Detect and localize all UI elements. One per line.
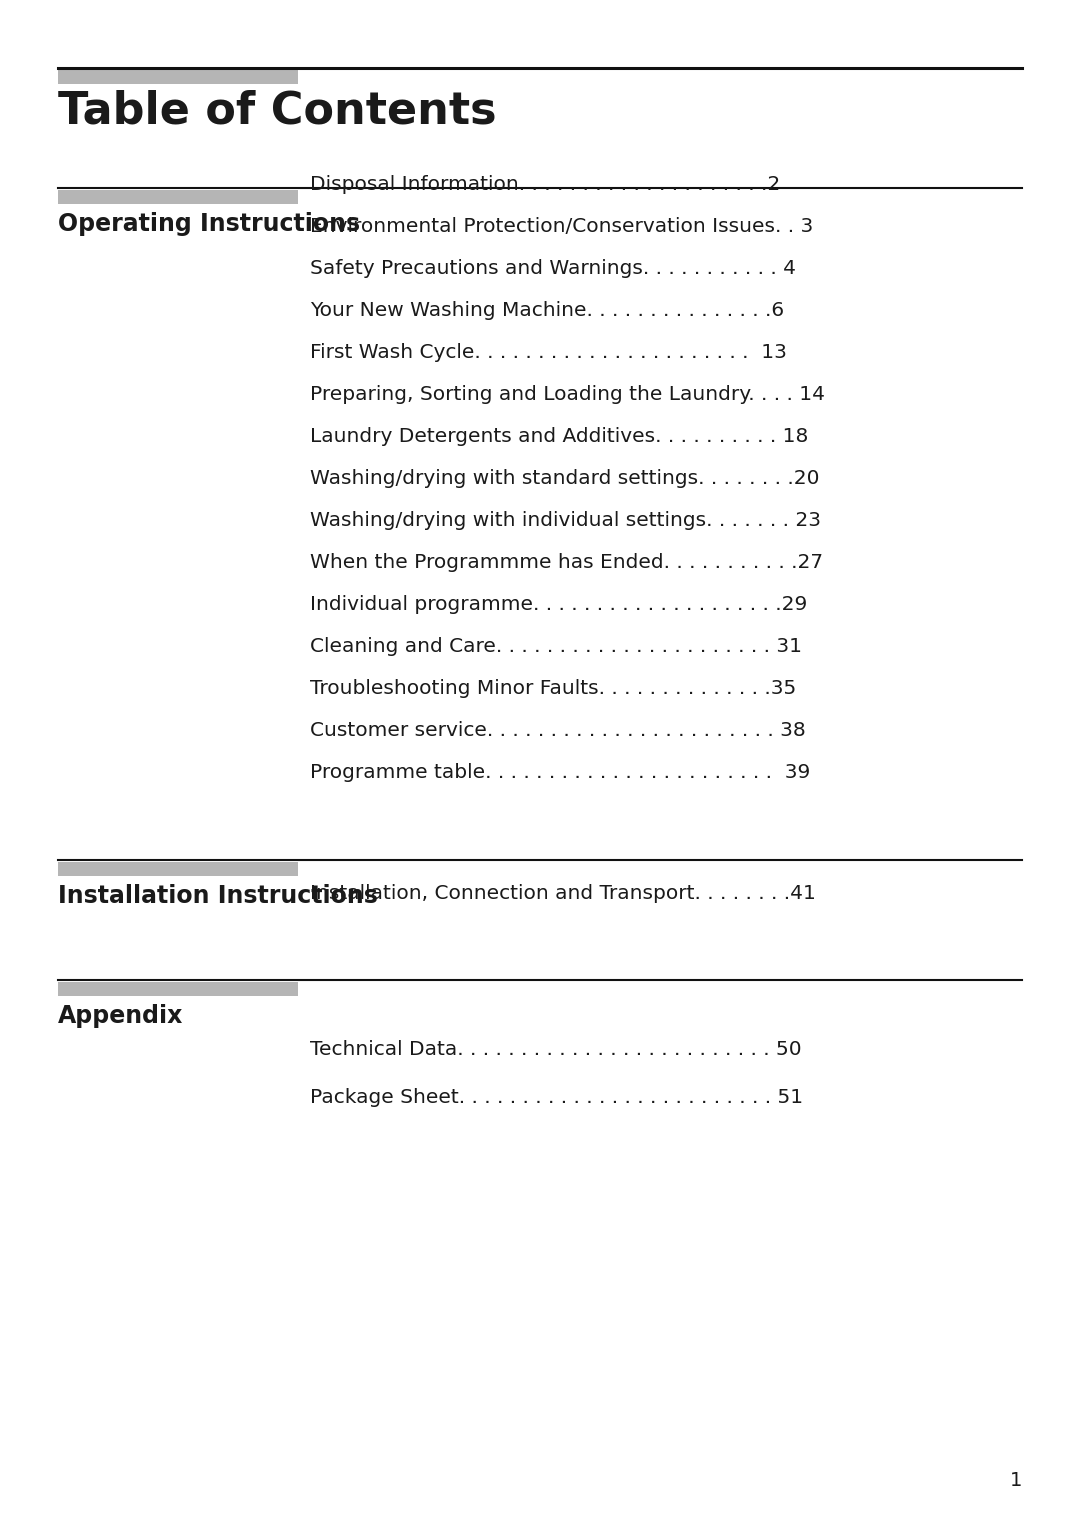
Text: Preparing, Sorting and Loading the Laundry. . . . 14: Preparing, Sorting and Loading the Laund…	[310, 385, 825, 404]
Text: Appendix: Appendix	[58, 1003, 184, 1028]
Text: Programme table. . . . . . . . . . . . . . . . . . . . . . .  39: Programme table. . . . . . . . . . . . .…	[310, 763, 810, 781]
Text: Your New Washing Machine. . . . . . . . . . . . . . .6: Your New Washing Machine. . . . . . . . …	[310, 300, 784, 320]
Text: Troubleshooting Minor Faults. . . . . . . . . . . . . .35: Troubleshooting Minor Faults. . . . . . …	[310, 679, 796, 699]
Text: Laundry Detergents and Additives. . . . . . . . . . 18: Laundry Detergents and Additives. . . . …	[310, 427, 808, 446]
Text: Installation Instructions: Installation Instructions	[58, 884, 378, 908]
Text: Cleaning and Care. . . . . . . . . . . . . . . . . . . . . . 31: Cleaning and Care. . . . . . . . . . . .…	[310, 637, 802, 656]
Text: Individual programme. . . . . . . . . . . . . . . . . . . .29: Individual programme. . . . . . . . . . …	[310, 594, 807, 614]
Text: Safety Precautions and Warnings. . . . . . . . . . . 4: Safety Precautions and Warnings. . . . .…	[310, 259, 796, 277]
Text: 1: 1	[1010, 1471, 1022, 1491]
Bar	[58, 190, 298, 204]
Bar	[58, 982, 298, 996]
Text: Disposal Information. . . . . . . . . . . . . . . . . . . .2: Disposal Information. . . . . . . . . . …	[310, 175, 780, 195]
Text: Technical Data. . . . . . . . . . . . . . . . . . . . . . . . . 50: Technical Data. . . . . . . . . . . . . …	[310, 1040, 801, 1059]
Text: Customer service. . . . . . . . . . . . . . . . . . . . . . . 38: Customer service. . . . . . . . . . . . …	[310, 722, 806, 740]
Text: Package Sheet. . . . . . . . . . . . . . . . . . . . . . . . . 51: Package Sheet. . . . . . . . . . . . . .…	[310, 1088, 804, 1108]
Text: Washing/drying with individual settings. . . . . . . 23: Washing/drying with individual settings.…	[310, 512, 821, 530]
Bar	[58, 863, 298, 876]
Text: Installation, Connection and Transport. . . . . . . .41: Installation, Connection and Transport. …	[310, 884, 815, 902]
Text: Operating Instructions: Operating Instructions	[58, 211, 360, 236]
Bar	[58, 70, 298, 84]
Text: First Wash Cycle. . . . . . . . . . . . . . . . . . . . . .  13: First Wash Cycle. . . . . . . . . . . . …	[310, 343, 787, 362]
Text: Environmental Protection/Conservation Issues. . 3: Environmental Protection/Conservation Is…	[310, 218, 813, 236]
Text: When the Programmme has Ended. . . . . . . . . . .27: When the Programmme has Ended. . . . . .…	[310, 553, 823, 571]
Text: Washing/drying with standard settings. . . . . . . .20: Washing/drying with standard settings. .…	[310, 469, 820, 489]
Text: Table of Contents: Table of Contents	[58, 90, 497, 133]
